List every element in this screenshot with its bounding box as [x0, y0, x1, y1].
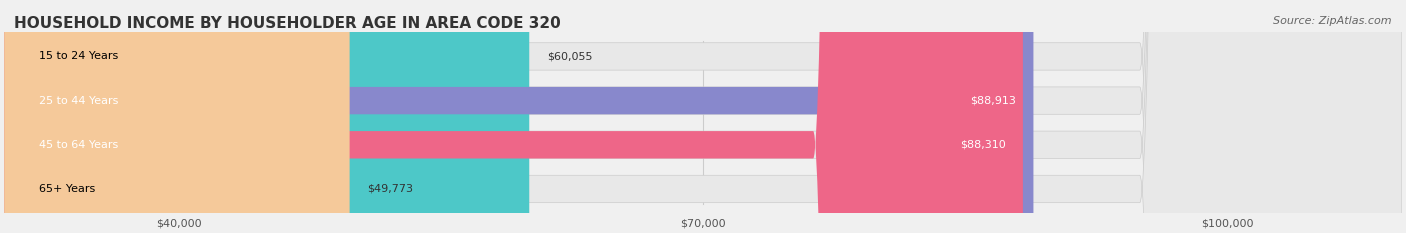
- Text: 25 to 44 Years: 25 to 44 Years: [39, 96, 118, 106]
- Text: 65+ Years: 65+ Years: [39, 184, 96, 194]
- FancyBboxPatch shape: [4, 0, 1033, 233]
- Text: Source: ZipAtlas.com: Source: ZipAtlas.com: [1274, 16, 1392, 26]
- Text: $49,773: $49,773: [367, 184, 413, 194]
- FancyBboxPatch shape: [4, 0, 1024, 233]
- Text: $88,913: $88,913: [970, 96, 1017, 106]
- FancyBboxPatch shape: [4, 0, 529, 233]
- Text: 45 to 64 Years: 45 to 64 Years: [39, 140, 118, 150]
- FancyBboxPatch shape: [4, 0, 1402, 233]
- Text: 15 to 24 Years: 15 to 24 Years: [39, 51, 118, 62]
- FancyBboxPatch shape: [4, 0, 350, 233]
- Text: $60,055: $60,055: [547, 51, 592, 62]
- Text: $88,310: $88,310: [960, 140, 1005, 150]
- FancyBboxPatch shape: [4, 0, 1402, 233]
- Text: HOUSEHOLD INCOME BY HOUSEHOLDER AGE IN AREA CODE 320: HOUSEHOLD INCOME BY HOUSEHOLDER AGE IN A…: [14, 16, 561, 31]
- FancyBboxPatch shape: [4, 0, 1402, 233]
- FancyBboxPatch shape: [4, 0, 1402, 233]
